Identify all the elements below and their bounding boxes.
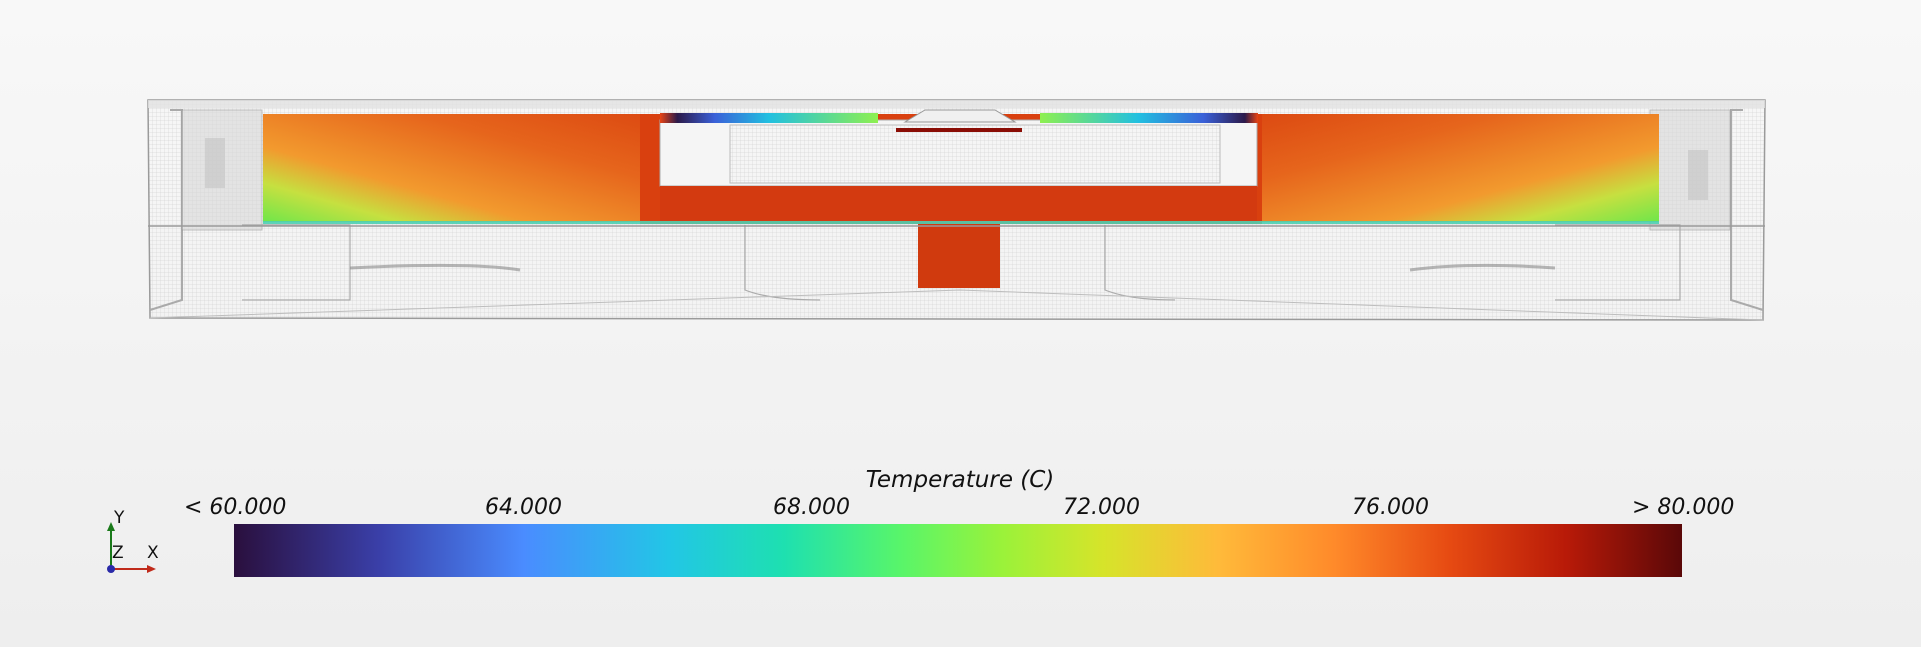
bottom-channel-edge xyxy=(263,221,1659,224)
z-axis-dot xyxy=(107,565,115,573)
right-fluid-chamber xyxy=(1262,114,1659,222)
y-axis-label: Y xyxy=(114,508,125,528)
legend-tick-64: 64.000 xyxy=(485,495,562,520)
legend-title: Temperature (C) xyxy=(865,467,1055,493)
z-axis-label: Z xyxy=(112,543,124,563)
x-axis-label: X xyxy=(147,543,159,563)
legend-tick-68: 68.000 xyxy=(773,495,850,520)
legend-tick-76: 76.000 xyxy=(1352,495,1429,520)
heat-spreader-solid xyxy=(640,114,1262,288)
y-arrow-icon xyxy=(107,522,115,531)
x-arrow-icon xyxy=(147,565,156,573)
left-fluid-chamber xyxy=(263,114,647,222)
legend-tick-max: > 80.000 xyxy=(1632,495,1735,520)
legend-tick-72: 72.000 xyxy=(1063,495,1140,520)
left-top-channel xyxy=(660,113,878,123)
axis-triad xyxy=(107,522,156,573)
legend-tick-min: < 60.000 xyxy=(184,495,287,520)
right-top-channel xyxy=(1040,113,1258,123)
temperature-colorbar xyxy=(234,524,1682,577)
top-port xyxy=(903,109,1017,123)
